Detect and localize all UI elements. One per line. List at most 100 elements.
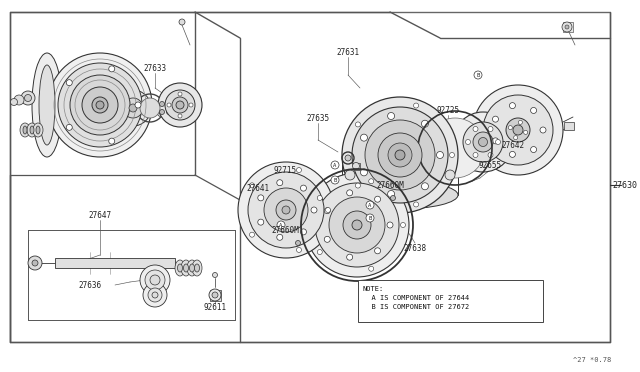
Ellipse shape bbox=[166, 102, 172, 106]
Ellipse shape bbox=[157, 107, 167, 117]
Ellipse shape bbox=[166, 109, 172, 115]
Text: 92611: 92611 bbox=[204, 304, 227, 312]
Circle shape bbox=[366, 214, 374, 222]
Ellipse shape bbox=[70, 75, 130, 135]
Text: A: A bbox=[280, 222, 283, 228]
Ellipse shape bbox=[33, 123, 43, 137]
Ellipse shape bbox=[264, 188, 308, 232]
Text: B IS COMPONENT OF 27672: B IS COMPONENT OF 27672 bbox=[363, 304, 469, 310]
Circle shape bbox=[212, 273, 218, 278]
Ellipse shape bbox=[23, 126, 27, 134]
Circle shape bbox=[109, 138, 115, 144]
Ellipse shape bbox=[187, 260, 197, 276]
Text: B: B bbox=[333, 177, 337, 183]
Text: ^27 *0.78: ^27 *0.78 bbox=[573, 357, 611, 363]
Circle shape bbox=[421, 183, 428, 190]
Circle shape bbox=[369, 266, 374, 271]
Ellipse shape bbox=[195, 264, 200, 272]
Ellipse shape bbox=[189, 264, 195, 272]
Ellipse shape bbox=[115, 90, 151, 126]
Ellipse shape bbox=[82, 87, 118, 123]
Circle shape bbox=[514, 136, 518, 140]
Circle shape bbox=[296, 241, 301, 246]
Circle shape bbox=[413, 103, 419, 108]
Circle shape bbox=[508, 126, 513, 129]
Circle shape bbox=[352, 220, 362, 230]
Text: A: A bbox=[369, 202, 372, 208]
Circle shape bbox=[178, 114, 182, 118]
Circle shape bbox=[96, 101, 104, 109]
Ellipse shape bbox=[483, 95, 553, 165]
Ellipse shape bbox=[123, 98, 143, 118]
Text: A: A bbox=[333, 163, 337, 167]
Circle shape bbox=[296, 247, 301, 253]
Text: 27641: 27641 bbox=[246, 183, 269, 192]
Bar bbox=[210, 290, 221, 301]
Circle shape bbox=[209, 289, 221, 301]
Circle shape bbox=[296, 167, 301, 173]
Circle shape bbox=[388, 112, 395, 119]
Circle shape bbox=[331, 161, 339, 169]
Text: 27642: 27642 bbox=[501, 141, 525, 150]
Ellipse shape bbox=[352, 107, 448, 203]
Circle shape bbox=[347, 254, 353, 260]
Circle shape bbox=[531, 108, 536, 113]
Ellipse shape bbox=[158, 83, 202, 127]
Circle shape bbox=[513, 125, 523, 135]
Circle shape bbox=[449, 153, 454, 157]
Circle shape bbox=[479, 138, 488, 147]
Text: 27631: 27631 bbox=[337, 48, 360, 57]
Circle shape bbox=[562, 22, 572, 32]
Circle shape bbox=[388, 190, 395, 198]
Ellipse shape bbox=[305, 173, 409, 277]
Text: B: B bbox=[369, 215, 372, 221]
Ellipse shape bbox=[140, 265, 170, 295]
Circle shape bbox=[21, 91, 35, 105]
Ellipse shape bbox=[140, 98, 160, 118]
Circle shape bbox=[258, 195, 264, 201]
Circle shape bbox=[258, 219, 264, 225]
Text: 92725: 92725 bbox=[436, 106, 460, 115]
Circle shape bbox=[24, 94, 31, 102]
Ellipse shape bbox=[157, 99, 167, 109]
Text: NOTE:: NOTE: bbox=[363, 286, 384, 292]
Circle shape bbox=[509, 103, 515, 109]
Ellipse shape bbox=[378, 133, 422, 177]
Circle shape bbox=[401, 222, 406, 228]
Circle shape bbox=[300, 185, 307, 191]
Circle shape bbox=[374, 248, 381, 254]
Circle shape bbox=[366, 201, 374, 209]
Circle shape bbox=[369, 179, 374, 184]
Circle shape bbox=[331, 176, 339, 184]
Ellipse shape bbox=[388, 143, 412, 167]
Circle shape bbox=[473, 126, 478, 132]
Ellipse shape bbox=[473, 85, 563, 175]
Circle shape bbox=[509, 151, 515, 157]
Ellipse shape bbox=[175, 260, 185, 276]
Ellipse shape bbox=[172, 97, 188, 113]
Circle shape bbox=[67, 124, 72, 130]
Circle shape bbox=[250, 183, 255, 188]
Circle shape bbox=[353, 163, 360, 170]
Ellipse shape bbox=[248, 172, 324, 248]
Circle shape bbox=[445, 170, 455, 180]
Circle shape bbox=[276, 180, 283, 186]
Circle shape bbox=[374, 196, 381, 202]
Ellipse shape bbox=[152, 292, 158, 298]
Ellipse shape bbox=[463, 122, 503, 162]
Ellipse shape bbox=[342, 97, 458, 213]
Circle shape bbox=[179, 19, 185, 25]
Circle shape bbox=[212, 292, 218, 298]
Bar bbox=[563, 22, 573, 32]
Circle shape bbox=[395, 150, 405, 160]
Bar bbox=[358, 280, 543, 322]
Ellipse shape bbox=[27, 123, 37, 137]
Circle shape bbox=[300, 229, 307, 235]
Ellipse shape bbox=[92, 97, 108, 113]
Ellipse shape bbox=[343, 211, 371, 239]
Circle shape bbox=[465, 140, 470, 144]
Text: 27660M: 27660M bbox=[271, 225, 299, 234]
Circle shape bbox=[524, 130, 527, 134]
Ellipse shape bbox=[30, 126, 34, 134]
Text: 27660M: 27660M bbox=[376, 180, 404, 189]
